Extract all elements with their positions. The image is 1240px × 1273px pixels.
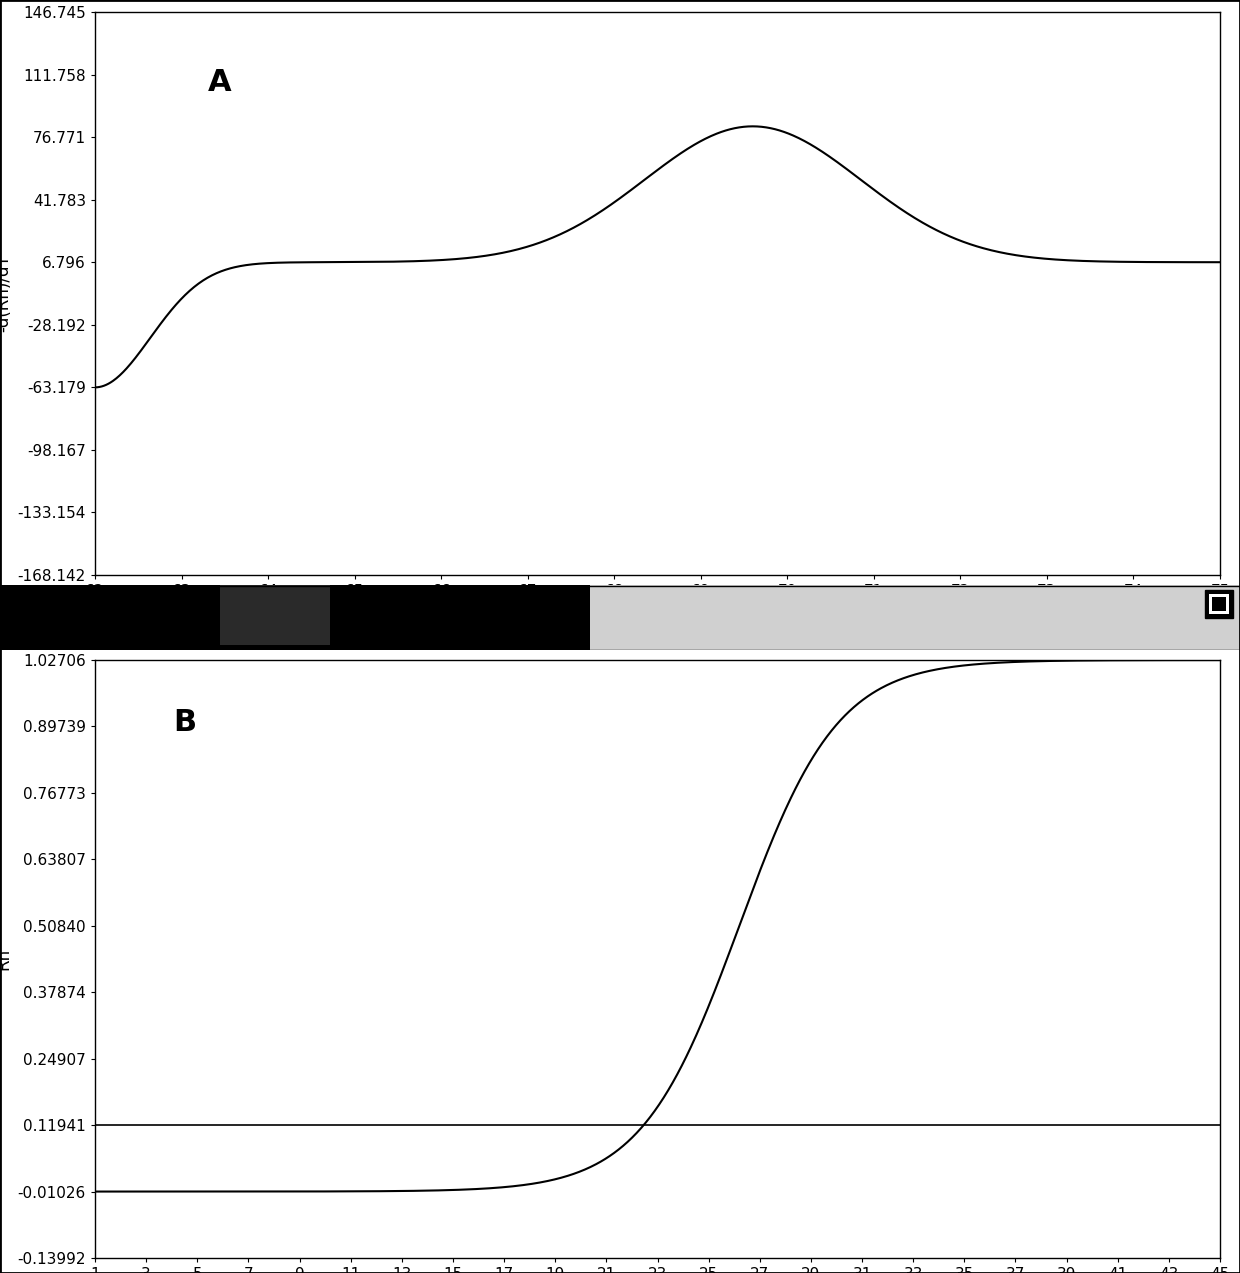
X-axis label: 温度(℃): 温度(℃) (631, 605, 683, 622)
Bar (1211, 597, 1226, 611)
Y-axis label: -d(Rn)/dT: -d(Rn)/dT (0, 255, 12, 332)
Y-axis label: Rn: Rn (0, 948, 12, 970)
Bar (219, 586, 330, 645)
Bar (0, 586, 719, 651)
Bar (0, 586, 500, 651)
Bar (590, 586, 1240, 651)
Bar (1209, 594, 1229, 614)
Bar (1205, 589, 1233, 617)
Text: B: B (174, 708, 197, 737)
Text: A: A (207, 69, 231, 97)
Bar (180, 577, 320, 651)
